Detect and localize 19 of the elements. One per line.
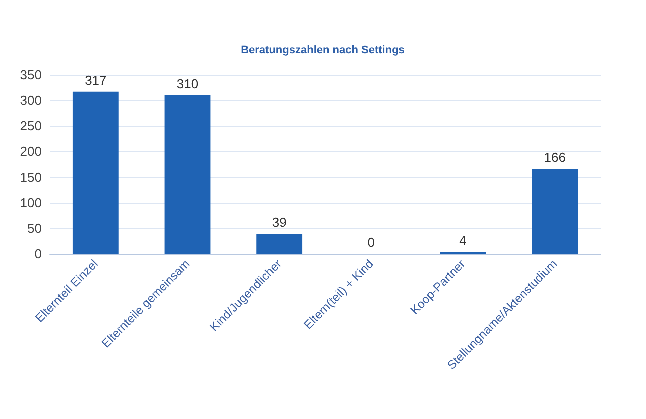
y-tick-label: 50 <box>28 220 42 236</box>
data-label: 4 <box>460 232 467 248</box>
y-tick-label: 0 <box>34 246 42 262</box>
data-label: 310 <box>176 76 199 92</box>
y-tick-label: 250 <box>20 118 42 134</box>
chart-title: Beratungszahlen nach Settings <box>241 44 405 56</box>
bar <box>256 234 303 254</box>
y-tick-label: 300 <box>20 93 42 108</box>
y-tick-label: 350 <box>20 68 42 82</box>
y-tick-label: 100 <box>20 195 42 210</box>
data-label: 0 <box>368 235 376 250</box>
bar <box>72 92 119 254</box>
data-label: 39 <box>272 215 287 230</box>
y-tick-label: 150 <box>20 170 42 185</box>
data-label: 317 <box>85 72 107 88</box>
bar <box>164 95 211 254</box>
data-label: 166 <box>544 150 566 166</box>
bar <box>532 169 578 254</box>
y-tick-label: 200 <box>20 144 42 160</box>
